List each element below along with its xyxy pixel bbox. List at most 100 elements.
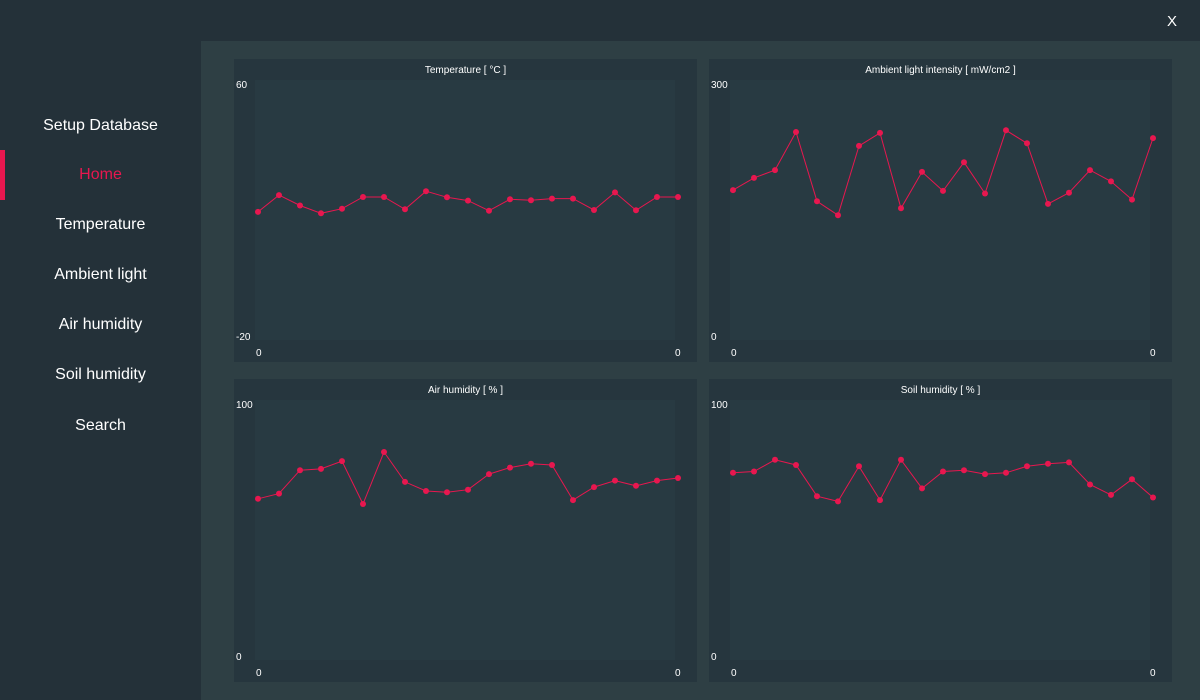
ambient-light-chart-panel: Ambient light intensity [ mW/cm2 ] 300 0…: [709, 59, 1172, 362]
air-humidity-chart: [255, 400, 681, 660]
data-point: [877, 129, 883, 136]
data-point: [793, 462, 799, 468]
data-point: [675, 475, 681, 481]
data-point: [591, 484, 597, 491]
data-point: [507, 464, 513, 471]
data-point: [856, 463, 862, 470]
data-point: [898, 456, 904, 463]
data-point: [835, 212, 841, 219]
data-point: [402, 478, 408, 485]
data-point: [528, 197, 534, 204]
data-point: [612, 477, 618, 484]
chart-title: Temperature [ °C ]: [424, 65, 507, 76]
data-point: [793, 129, 799, 135]
data-point: [1024, 463, 1030, 470]
data-point: [1024, 140, 1030, 147]
data-point: [276, 192, 282, 199]
data-point: [297, 202, 303, 209]
y-max-label: 100: [236, 400, 253, 411]
data-point: [1108, 178, 1114, 185]
active-indicator: [0, 150, 5, 200]
data-point: [486, 207, 492, 214]
data-point: [940, 187, 946, 194]
chart-title: Air humidity [ % ]: [427, 385, 504, 396]
y-min-label: 0: [236, 652, 242, 663]
data-point: [360, 501, 366, 507]
sidebar-item-temperature[interactable]: Temperature: [0, 200, 201, 250]
sidebar-item-ambient-light[interactable]: Ambient light: [0, 250, 201, 300]
x-start-label: 0: [731, 668, 737, 679]
data-point: [1150, 135, 1156, 142]
data-point: [982, 471, 988, 478]
plot-area: [255, 80, 675, 340]
data-point: [654, 477, 660, 484]
data-point: [675, 194, 681, 200]
x-start-label: 0: [256, 348, 262, 359]
data-point: [919, 485, 925, 492]
data-point: [381, 449, 387, 455]
close-button[interactable]: X: [1166, 13, 1177, 30]
y-max-label: 60: [236, 80, 248, 91]
data-point: [570, 497, 576, 504]
data-point: [961, 467, 967, 474]
data-point: [1045, 460, 1051, 467]
data-point: [633, 207, 639, 214]
data-point: [276, 490, 282, 497]
sidebar-item-home[interactable]: Home: [0, 150, 201, 200]
data-point: [339, 205, 345, 212]
data-point: [423, 188, 429, 195]
soil-humidity-chart-panel: Soil humidity [ % ] 100 0 0 0: [709, 379, 1172, 682]
temperature-chart-panel: Temperature [ °C ] 60 -20 0 0: [234, 59, 697, 362]
x-start-label: 0: [731, 348, 737, 359]
sidebar-item-search[interactable]: Search: [0, 401, 201, 451]
data-point: [877, 497, 883, 504]
data-point: [1087, 167, 1093, 174]
chart-title: Ambient light intensity [ mW/cm2 ]: [865, 65, 1016, 76]
sidebar-item-air-humidity[interactable]: Air humidity: [0, 300, 201, 350]
data-point: [255, 208, 261, 215]
data-point: [381, 194, 387, 200]
data-point: [444, 194, 450, 201]
data-point: [1003, 127, 1009, 134]
data-point: [1045, 200, 1051, 207]
y-max-label: 300: [711, 80, 728, 91]
sidebar-item-soil-humidity[interactable]: Soil humidity: [0, 350, 201, 400]
data-point: [1066, 189, 1072, 196]
air-humidity-chart-panel: Air humidity [ % ] 100 0 0 0: [234, 379, 697, 682]
data-point: [898, 205, 904, 212]
data-point: [486, 471, 492, 478]
x-end-label: 0: [675, 348, 681, 359]
data-point: [402, 206, 408, 213]
data-point: [570, 195, 576, 202]
data-point: [444, 489, 450, 496]
data-point: [255, 495, 261, 502]
sidebar-item-label: Setup Database: [43, 117, 158, 134]
x-start-label: 0: [256, 668, 262, 679]
sidebar-item-setup-database[interactable]: Setup Database: [0, 101, 201, 151]
data-point: [1003, 469, 1009, 476]
plot-area: [730, 80, 1150, 340]
data-point: [318, 465, 324, 472]
sidebar-item-label: Home: [79, 166, 122, 183]
data-point: [1108, 491, 1114, 498]
sidebar-item-label: Ambient light: [54, 266, 147, 283]
sidebar-nav: Setup Database Home Temperature Ambient …: [0, 41, 201, 700]
data-point: [612, 189, 618, 196]
data-point: [961, 159, 967, 166]
y-min-label: 0: [711, 332, 717, 343]
plot-area: [255, 400, 675, 660]
y-min-label: 0: [711, 652, 717, 663]
data-point: [1066, 459, 1072, 466]
data-point: [633, 482, 639, 489]
data-point: [772, 456, 778, 463]
sidebar-item-label: Search: [75, 417, 126, 434]
y-max-label: 100: [711, 400, 728, 411]
data-point: [507, 196, 513, 203]
sidebar-item-label: Soil humidity: [55, 366, 146, 383]
data-point: [528, 460, 534, 467]
data-point: [591, 207, 597, 213]
data-point: [1129, 476, 1135, 483]
data-point: [360, 194, 366, 200]
data-point: [835, 498, 841, 505]
data-point: [465, 197, 471, 204]
